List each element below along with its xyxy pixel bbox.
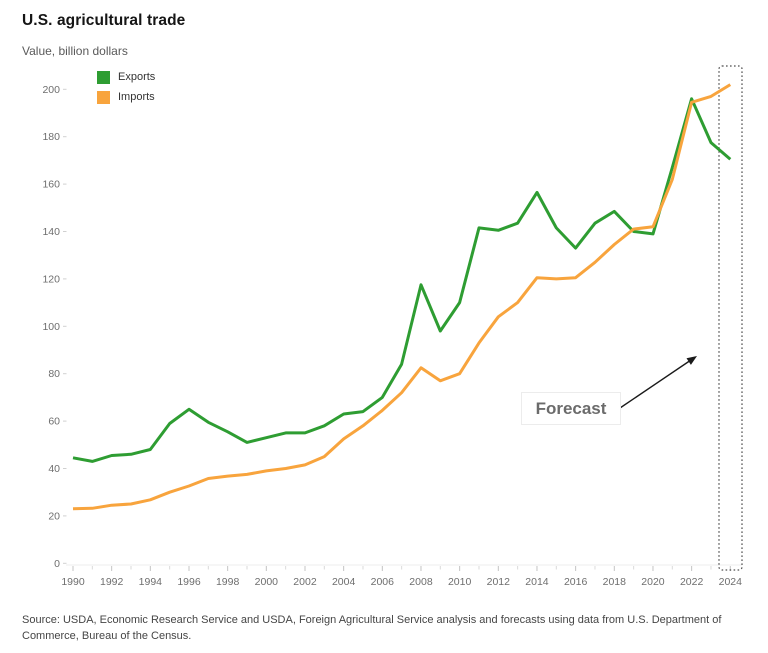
svg-text:2012: 2012	[487, 576, 511, 588]
svg-text:2008: 2008	[409, 576, 433, 588]
svg-text:2018: 2018	[603, 576, 627, 588]
svg-text:160: 160	[42, 179, 60, 191]
forecast-annotation: Forecast	[521, 392, 621, 425]
svg-text:1990: 1990	[61, 576, 85, 588]
svg-text:2014: 2014	[525, 576, 549, 588]
svg-text:2006: 2006	[371, 576, 395, 588]
svg-text:140: 140	[42, 226, 60, 238]
legend: Exports Imports	[97, 70, 155, 110]
svg-text:80: 80	[48, 368, 60, 380]
svg-text:60: 60	[48, 416, 60, 428]
svg-text:1996: 1996	[177, 576, 201, 588]
svg-text:2000: 2000	[255, 576, 279, 588]
svg-text:120: 120	[42, 273, 60, 285]
legend-label-imports: Imports	[118, 91, 155, 103]
svg-text:1994: 1994	[139, 576, 163, 588]
svg-text:0: 0	[54, 558, 60, 570]
svg-text:180: 180	[42, 131, 60, 143]
imports-swatch-icon	[97, 90, 110, 104]
svg-text:2022: 2022	[680, 576, 704, 588]
svg-text:200: 200	[42, 84, 60, 96]
svg-text:2002: 2002	[293, 576, 317, 588]
source-note: Source: USDA, Economic Research Service …	[22, 614, 722, 642]
svg-text:2004: 2004	[332, 576, 356, 588]
page-title: U.S. agricultural trade	[22, 12, 186, 29]
axis-units-label: Value, billion dollars	[22, 44, 128, 58]
svg-text:40: 40	[48, 463, 60, 475]
svg-text:2024: 2024	[719, 576, 743, 588]
exports-swatch-icon	[97, 70, 110, 84]
legend-item-imports: Imports	[97, 90, 155, 104]
svg-text:1992: 1992	[100, 576, 124, 588]
trade-line-chart: 0 20 40 60 80 100 120 140 160 180 200 1990 1992 1994 1…	[42, 65, 743, 588]
legend-item-exports: Exports	[97, 70, 155, 84]
svg-text:2016: 2016	[564, 576, 588, 588]
svg-text:2010: 2010	[448, 576, 472, 588]
legend-label-exports: Exports	[118, 71, 156, 83]
svg-text:20: 20	[48, 510, 60, 522]
svg-text:2020: 2020	[641, 576, 665, 588]
svg-text:100: 100	[42, 321, 60, 333]
svg-text:1998: 1998	[216, 576, 240, 588]
